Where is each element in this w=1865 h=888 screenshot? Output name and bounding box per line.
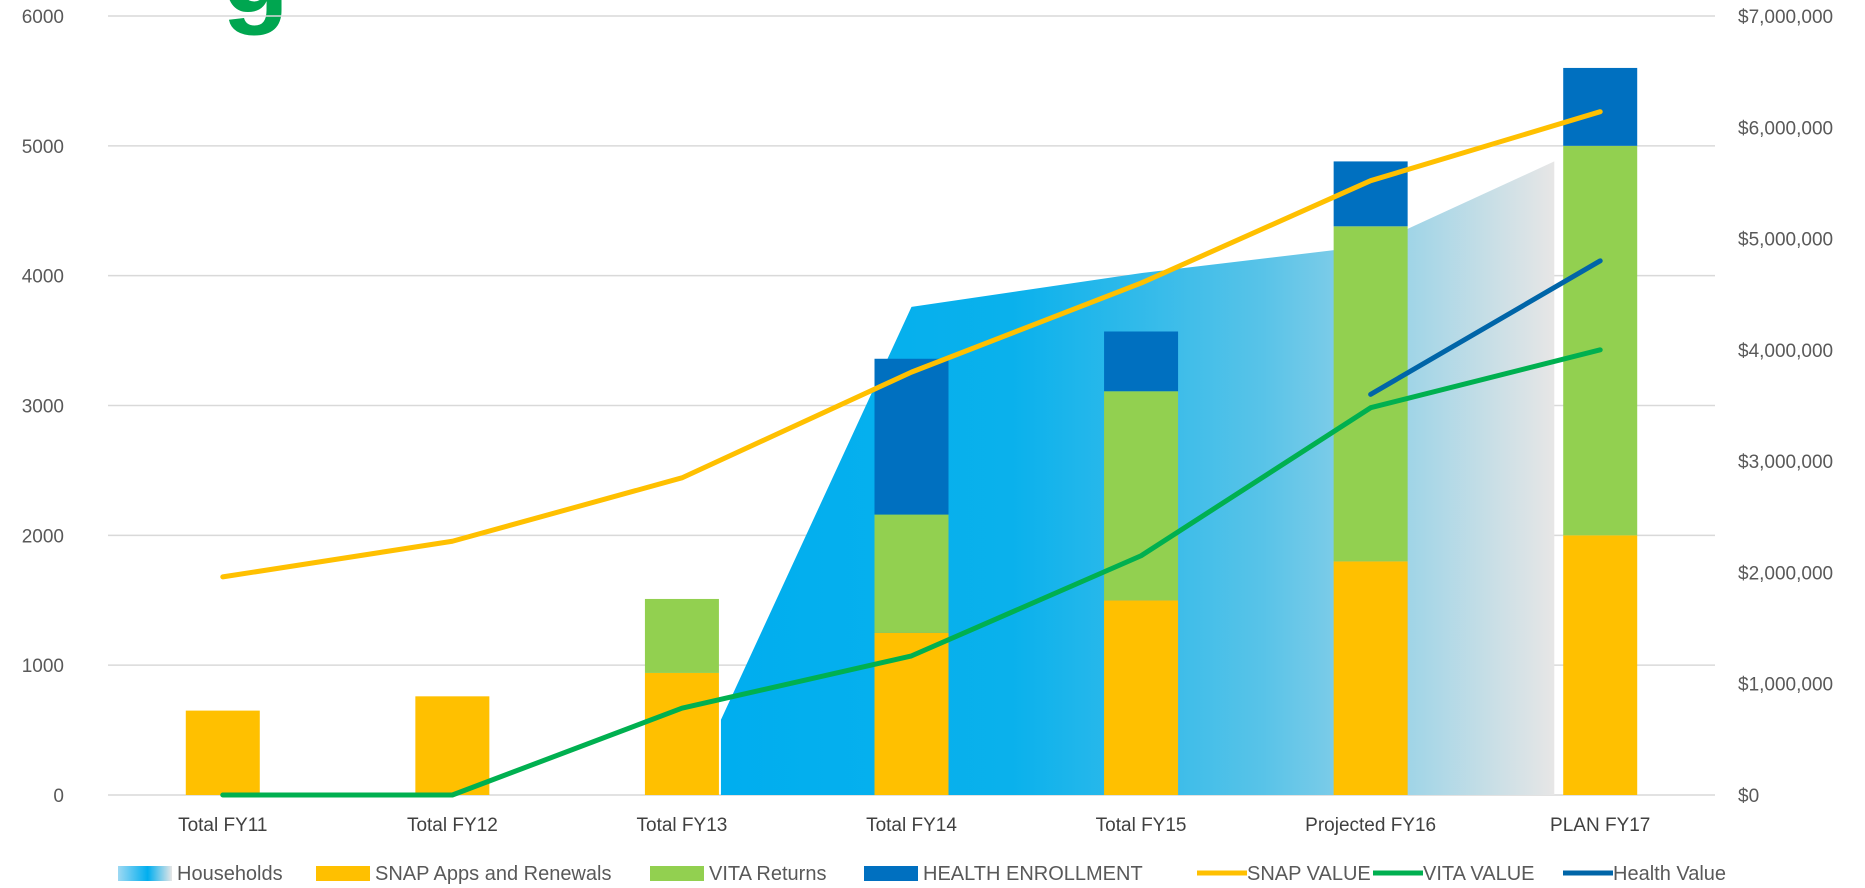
left-tick-label: 3000	[22, 397, 64, 418]
category-label: PLAN FY17	[1550, 815, 1650, 836]
legend-label: HEALTH ENROLLMENT	[923, 863, 1143, 885]
right-tick-label: $7,000,000	[1738, 7, 1833, 28]
left-tick-label: 4000	[22, 267, 64, 288]
left-tick-label: 2000	[22, 526, 64, 547]
right-tick-label: $4,000,000	[1738, 341, 1833, 362]
title-fragment: g	[222, 0, 289, 36]
bar-segment	[1104, 600, 1179, 795]
legend-label: Health Value	[1613, 863, 1726, 885]
left-axis-ticks: 0 1000 2000 3000 4000 5000 6000	[22, 7, 64, 807]
right-tick-label: $3,000,000	[1738, 452, 1833, 473]
category-label: Total FY15	[1096, 815, 1187, 836]
legend-label: VITA Returns	[709, 863, 826, 885]
bar-segment	[1563, 535, 1638, 795]
right-tick-label: $6,000,000	[1738, 118, 1833, 139]
right-tick-label: $5,000,000	[1738, 230, 1833, 251]
right-tick-label: $0	[1738, 786, 1759, 807]
legend-label: Households	[177, 863, 283, 885]
legend-swatch	[650, 866, 704, 881]
right-axis-ticks: $0 $1,000,000 $2,000,000 $3,000,000 $4,000,0…	[1738, 7, 1833, 807]
right-tick-label: $2,000,000	[1738, 563, 1833, 584]
value-lines-layer	[220, 109, 1603, 798]
bar-segment	[1333, 561, 1408, 795]
right-tick-label: $1,000,000	[1738, 675, 1833, 696]
legend-label: SNAP VALUE	[1247, 863, 1371, 885]
legend-label: SNAP Apps and Renewals	[375, 863, 611, 885]
bars-layer	[185, 67, 1638, 795]
legend-swatch	[864, 866, 918, 881]
legend: Households SNAP Apps and Renewals VITA Ret…	[118, 863, 1726, 885]
left-tick-label: 6000	[22, 7, 64, 28]
bar-segment	[185, 710, 260, 795]
bar-segment	[415, 696, 490, 795]
category-label: Total FY13	[637, 815, 728, 836]
bar-segment	[644, 672, 719, 795]
category-label: Total FY12	[407, 815, 498, 836]
series-line	[220, 109, 1603, 580]
bar-segment	[1104, 331, 1179, 392]
bar-segment	[1563, 145, 1638, 536]
category-label: Total FY14	[866, 815, 957, 836]
bar-segment	[644, 598, 719, 673]
legend-label: VITA VALUE	[1423, 863, 1535, 885]
category-label: Projected FY16	[1305, 815, 1436, 836]
category-label: Total FY11	[178, 815, 267, 836]
left-tick-label: 0	[53, 786, 64, 807]
category-labels: Total FY11 Total FY12 Total FY13 Total FY14…	[178, 815, 1650, 836]
bar-segment	[874, 514, 949, 633]
series-line	[1368, 258, 1603, 397]
left-tick-label: 5000	[22, 137, 64, 158]
bar-segment	[1563, 67, 1638, 146]
legend-swatch	[316, 866, 370, 881]
series-line	[220, 347, 1603, 798]
left-tick-label: 1000	[22, 656, 64, 677]
legend-swatch	[118, 866, 172, 881]
